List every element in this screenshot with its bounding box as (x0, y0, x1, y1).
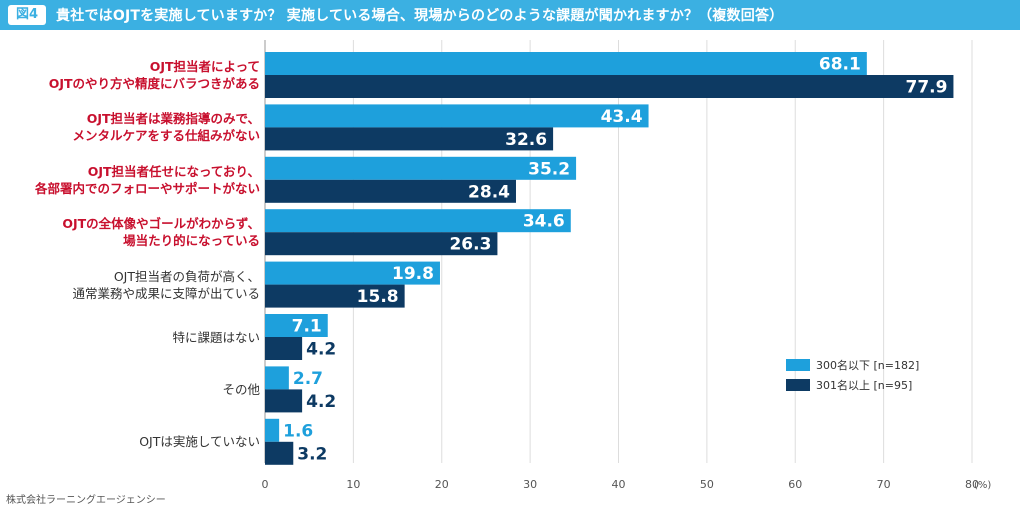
bar-series2 (265, 284, 405, 308)
data-label-series2: 26.3 (449, 235, 491, 255)
legend-swatch-series2 (786, 379, 810, 391)
category-label-line: その他 (222, 381, 260, 397)
category-label: OJT担当者任せになっており、 各部署内でのフォローやサポートがない (20, 163, 260, 197)
bar-series2 (265, 441, 294, 465)
data-label-series1: 35.2 (528, 159, 570, 179)
bar-series2 (265, 389, 303, 413)
figure-label: 図4 (8, 5, 47, 25)
bar-series1 (265, 366, 289, 390)
legend-label-series1: 300名以下 [n=182] (816, 359, 920, 372)
data-label-series2: 77.9 (905, 78, 947, 98)
legend-item-series1: 300名以下 [n=182] (786, 355, 919, 375)
category-label: OJT担当者は業務指導のみで、 メンタルケアをする仕組みがない (20, 110, 260, 144)
data-label-series1: 43.4 (601, 107, 643, 127)
x-tick-label: 40 (612, 478, 626, 491)
category-label: その他 (20, 381, 260, 398)
bar-series1 (265, 209, 571, 233)
bar-series2 (265, 337, 303, 360)
data-label-series2: 4.2 (306, 392, 336, 412)
legend: 300名以下 [n=182] 301名以上 [n=95] (786, 355, 919, 395)
bar-series1 (265, 314, 328, 337)
category-label: 特に課題はない (20, 329, 260, 346)
data-label-series2: 15.8 (357, 287, 399, 307)
data-label-series2: 3.2 (297, 444, 327, 464)
data-label-series1: 7.1 (292, 317, 322, 337)
category-label-line: OJTの全体像やゴールがわからず、 (62, 216, 260, 232)
legend-item-series2: 301名以上 [n=95] (786, 375, 919, 395)
category-label: OJTの全体像やゴールがわからず、 場当たり的になっている (20, 215, 260, 249)
category-label-line: 場当たり的になっている (123, 233, 260, 249)
bar-series1 (265, 52, 867, 75)
category-label-line: OJT担当者は業務指導のみで、 (86, 111, 260, 127)
bar-series2 (265, 232, 498, 256)
chart-title: 貴社ではOJTを実施していますか？ 実施している場合、現場からのどのような課題が… (56, 8, 784, 24)
category-label-line: OJTは実施していない (139, 434, 260, 450)
data-label-series2: 28.4 (468, 182, 510, 202)
data-label-series1: 2.7 (293, 369, 323, 389)
legend-swatch-series1 (786, 359, 810, 371)
data-label-series1: 34.6 (523, 212, 565, 232)
category-label-line: 特に課題はない (172, 329, 260, 345)
category-label-line: OJTのやり方や精度にバラつきがある (48, 76, 260, 91)
x-tick-label: 60 (788, 478, 802, 491)
bar-series1 (265, 156, 577, 180)
data-label-series1: 19.8 (392, 264, 434, 284)
category-label-line: 通常業務や成果に支障が出ている (72, 285, 260, 301)
category-label: OJT担当者の負荷が高く、 通常業務や成果に支障が出ている (20, 268, 260, 302)
x-tick-label: 10 (346, 478, 360, 491)
category-label-line: OJT担当者の負荷が高く、 (113, 268, 260, 284)
x-tick-label: 20 (435, 478, 449, 491)
category-label-line: OJT担当者によって (149, 59, 260, 74)
x-tick-label: 0 (262, 478, 269, 491)
x-tick-label: 80 (965, 478, 979, 491)
legend-label-series2: 301名以上 [n=95] (816, 379, 913, 392)
category-label-line: メンタルケアをする仕組みがない (72, 128, 260, 144)
x-tick-label: 30 (523, 478, 537, 491)
category-label: OJTは実施していない (20, 433, 260, 450)
bar-series1 (265, 104, 649, 128)
x-tick-label: 50 (700, 478, 714, 491)
x-unit-label: (%) (974, 480, 991, 491)
bar-series1 (265, 418, 280, 442)
source-credit: 株式会社ラーニングエージェンシー (6, 495, 166, 506)
bar-series2 (265, 127, 554, 151)
data-label-series2: 32.6 (505, 130, 547, 150)
header-bar: 図4 貴社ではOJTを実施していますか？ 実施している場合、現場からのどのような… (0, 0, 1020, 30)
x-tick-label: 70 (877, 478, 891, 491)
bar-series2 (265, 75, 954, 98)
bar-series1 (265, 261, 440, 285)
category-label: OJT担当者によって OJTのやり方や精度にバラつきがある (20, 58, 260, 92)
data-label-series2: 4.2 (306, 340, 336, 360)
data-label-series1: 1.6 (283, 421, 313, 441)
category-label-line: OJT担当者任せになっており、 (87, 163, 260, 179)
data-label-series1: 68.1 (819, 55, 861, 75)
bar-series2 (265, 179, 516, 203)
category-label-line: 各部署内でのフォローやサポートがない (34, 180, 260, 196)
